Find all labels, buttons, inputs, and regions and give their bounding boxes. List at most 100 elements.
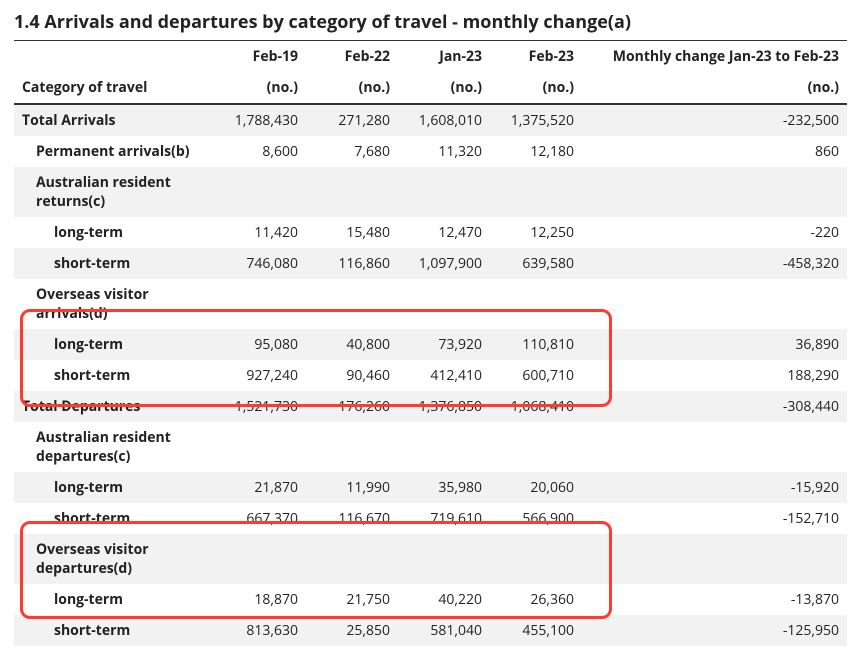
table-row: short-term 813,630 25,850 581,040 455,10… [14,615,847,646]
unit-label: (no.) [398,72,490,104]
table-wrapper: Feb-19 Feb-22 Jan-23 Feb-23 Monthly chan… [14,40,847,646]
cell: 116,860 [306,248,398,279]
cell: 566,900 [490,503,582,534]
cell: -15,920 [582,472,847,503]
cell: 1,375,520 [490,104,582,136]
unit-label: (no.) [214,72,306,104]
row-label: Total Departures [14,391,214,422]
col-feb19: Feb-19 [214,41,306,73]
data-table: Feb-19 Feb-22 Jan-23 Feb-23 Monthly chan… [14,40,847,646]
table-row: Australian resident returns(c) [14,167,847,217]
cell: 581,040 [398,615,490,646]
cell: 12,470 [398,217,490,248]
col-category: Category of travel [14,72,214,104]
table-row: Australian resident departures(c) [14,422,847,472]
row-label: long-term [14,217,214,248]
row-label: short-term [14,248,214,279]
table-row: Total Arrivals 1,788,430 271,280 1,608,0… [14,104,847,136]
col-feb22: Feb-22 [306,41,398,73]
cell: 412,410 [398,360,490,391]
row-label: Overseas visitor departures(d) [14,534,214,584]
cell: 455,100 [490,615,582,646]
cell: 35,980 [398,472,490,503]
cell: 813,630 [214,615,306,646]
row-label: long-term [14,472,214,503]
table-row: short-term 746,080 116,860 1,097,900 639… [14,248,847,279]
header-row-periods: Feb-19 Feb-22 Jan-23 Feb-23 Monthly chan… [14,41,847,73]
unit-label: (no.) [306,72,398,104]
cell: 15,480 [306,217,398,248]
row-label: Permanent arrivals(b) [14,136,214,167]
cell: -308,440 [582,391,847,422]
cell: 73,920 [398,329,490,360]
header-row-units: Category of travel (no.) (no.) (no.) (no… [14,72,847,104]
cell: 7,680 [306,136,398,167]
cell: 12,250 [490,217,582,248]
table-row: long-term 18,870 21,750 40,220 26,360 -1… [14,584,847,615]
table-row: Permanent arrivals(b) 8,600 7,680 11,320… [14,136,847,167]
cell: -458,320 [582,248,847,279]
cell: 110,810 [490,329,582,360]
cell: 11,990 [306,472,398,503]
cell: 8,600 [214,136,306,167]
cell: -232,500 [582,104,847,136]
cell: 1,376,850 [398,391,490,422]
cell: 176,260 [306,391,398,422]
cell: -152,710 [582,503,847,534]
table-row: short-term 927,240 90,460 412,410 600,71… [14,360,847,391]
cell: 927,240 [214,360,306,391]
cell: 188,290 [582,360,847,391]
cell: 26,360 [490,584,582,615]
cell: 667,370 [214,503,306,534]
cell: 25,850 [306,615,398,646]
cell: -13,870 [582,584,847,615]
row-label: Australian resident returns(c) [14,167,214,217]
row-label: short-term [14,615,214,646]
cell: 11,420 [214,217,306,248]
cell: 11,320 [398,136,490,167]
cell: 12,180 [490,136,582,167]
table-row: long-term 21,870 11,990 35,980 20,060 -1… [14,472,847,503]
unit-label: (no.) [490,72,582,104]
cell: 271,280 [306,104,398,136]
cell: 90,460 [306,360,398,391]
table-row: long-term 11,420 15,480 12,470 12,250 -2… [14,217,847,248]
cell: 36,890 [582,329,847,360]
table-title: 1.4 Arrivals and departures by category … [14,10,847,34]
row-label: Overseas visitor arrivals(d) [14,279,214,329]
cell: 40,220 [398,584,490,615]
cell: -125,950 [582,615,847,646]
cell: 746,080 [214,248,306,279]
row-label: short-term [14,503,214,534]
cell: 18,870 [214,584,306,615]
cell: 20,060 [490,472,582,503]
cell: 95,080 [214,329,306,360]
unit-label: (no.) [582,72,847,104]
cell: 600,710 [490,360,582,391]
cell: 639,580 [490,248,582,279]
table-row: Overseas visitor arrivals(d) [14,279,847,329]
row-label: long-term [14,329,214,360]
table-row: Overseas visitor departures(d) [14,534,847,584]
col-change: Monthly change Jan-23 to Feb-23 [582,41,847,73]
table-row: long-term 95,080 40,800 73,920 110,810 3… [14,329,847,360]
row-label: short-term [14,360,214,391]
cell: 1,068,410 [490,391,582,422]
cell: 40,800 [306,329,398,360]
cell: 116,670 [306,503,398,534]
cell: 1,788,430 [214,104,306,136]
cell: 1,097,900 [398,248,490,279]
cell: 860 [582,136,847,167]
table-row: Total Departures 1,521,730 176,260 1,376… [14,391,847,422]
cell: 1,521,730 [214,391,306,422]
cell: 21,750 [306,584,398,615]
row-label: long-term [14,584,214,615]
cell: 719,610 [398,503,490,534]
cell: -220 [582,217,847,248]
col-feb23: Feb-23 [490,41,582,73]
cell: 1,608,010 [398,104,490,136]
row-label: Australian resident departures(c) [14,422,214,472]
col-jan23: Jan-23 [398,41,490,73]
row-label: Total Arrivals [14,104,214,136]
table-row: short-term 667,370 116,670 719,610 566,9… [14,503,847,534]
